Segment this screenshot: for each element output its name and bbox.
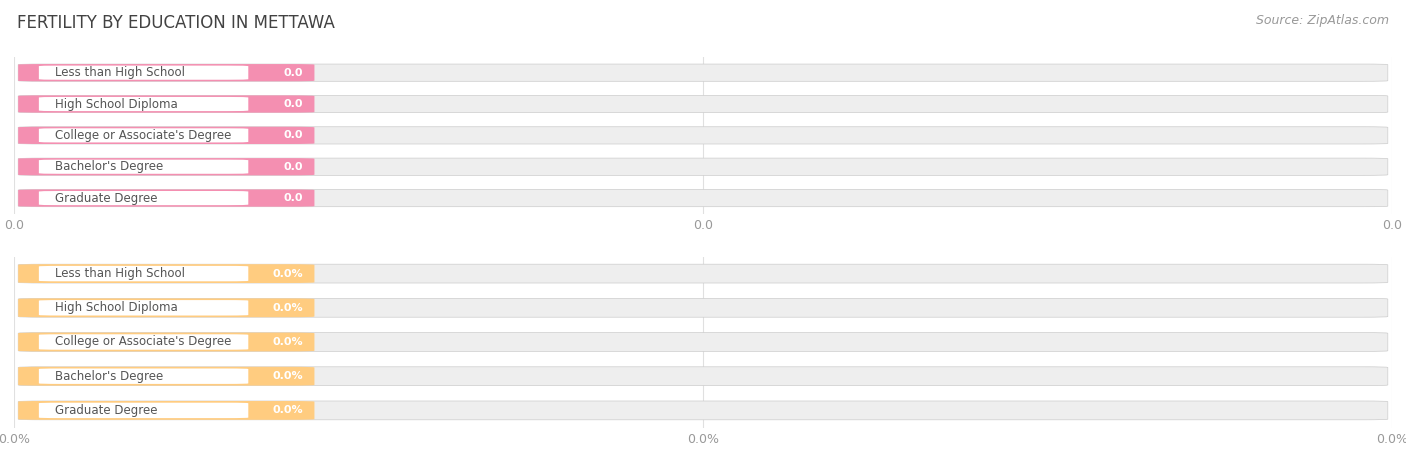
FancyBboxPatch shape <box>18 95 1388 113</box>
Text: College or Associate's Degree: College or Associate's Degree <box>55 129 232 142</box>
FancyBboxPatch shape <box>18 298 1388 317</box>
FancyBboxPatch shape <box>39 128 249 142</box>
FancyBboxPatch shape <box>39 191 249 205</box>
FancyBboxPatch shape <box>18 158 315 175</box>
FancyBboxPatch shape <box>39 160 249 174</box>
Text: 0.0: 0.0 <box>284 99 304 109</box>
FancyBboxPatch shape <box>18 127 315 144</box>
Text: 0.0: 0.0 <box>284 67 304 78</box>
Text: 0.0%: 0.0% <box>273 371 304 381</box>
FancyBboxPatch shape <box>39 97 249 111</box>
FancyBboxPatch shape <box>18 264 1388 283</box>
FancyBboxPatch shape <box>18 367 315 386</box>
Text: 0.0: 0.0 <box>284 130 304 141</box>
Text: 0.0: 0.0 <box>284 162 304 172</box>
FancyBboxPatch shape <box>39 369 249 384</box>
Text: High School Diploma: High School Diploma <box>55 97 179 111</box>
Text: Less than High School: Less than High School <box>55 66 186 79</box>
FancyBboxPatch shape <box>18 64 1388 81</box>
Text: 0.0: 0.0 <box>284 193 304 203</box>
FancyBboxPatch shape <box>18 367 1388 386</box>
Text: College or Associate's Degree: College or Associate's Degree <box>55 335 232 349</box>
Text: Graduate Degree: Graduate Degree <box>55 191 157 205</box>
FancyBboxPatch shape <box>18 190 315 207</box>
FancyBboxPatch shape <box>18 158 1388 175</box>
FancyBboxPatch shape <box>39 403 249 418</box>
FancyBboxPatch shape <box>18 127 1388 144</box>
FancyBboxPatch shape <box>18 401 315 420</box>
FancyBboxPatch shape <box>39 66 249 80</box>
Text: 0.0%: 0.0% <box>273 303 304 313</box>
Text: 0.0%: 0.0% <box>273 337 304 347</box>
Text: Bachelor's Degree: Bachelor's Degree <box>55 160 163 173</box>
Text: Bachelor's Degree: Bachelor's Degree <box>55 370 163 383</box>
Text: 0.0%: 0.0% <box>273 268 304 279</box>
FancyBboxPatch shape <box>18 64 315 81</box>
FancyBboxPatch shape <box>18 332 1388 352</box>
Text: Source: ZipAtlas.com: Source: ZipAtlas.com <box>1256 14 1389 27</box>
FancyBboxPatch shape <box>18 401 1388 420</box>
Text: Less than High School: Less than High School <box>55 267 186 280</box>
FancyBboxPatch shape <box>39 334 249 350</box>
Text: High School Diploma: High School Diploma <box>55 301 179 314</box>
Text: Graduate Degree: Graduate Degree <box>55 404 157 417</box>
FancyBboxPatch shape <box>18 190 1388 207</box>
FancyBboxPatch shape <box>18 264 315 283</box>
FancyBboxPatch shape <box>18 95 315 113</box>
FancyBboxPatch shape <box>18 298 315 317</box>
Text: 0.0%: 0.0% <box>273 405 304 416</box>
FancyBboxPatch shape <box>18 332 315 352</box>
FancyBboxPatch shape <box>39 300 249 315</box>
FancyBboxPatch shape <box>39 266 249 281</box>
Text: FERTILITY BY EDUCATION IN METTAWA: FERTILITY BY EDUCATION IN METTAWA <box>17 14 335 32</box>
